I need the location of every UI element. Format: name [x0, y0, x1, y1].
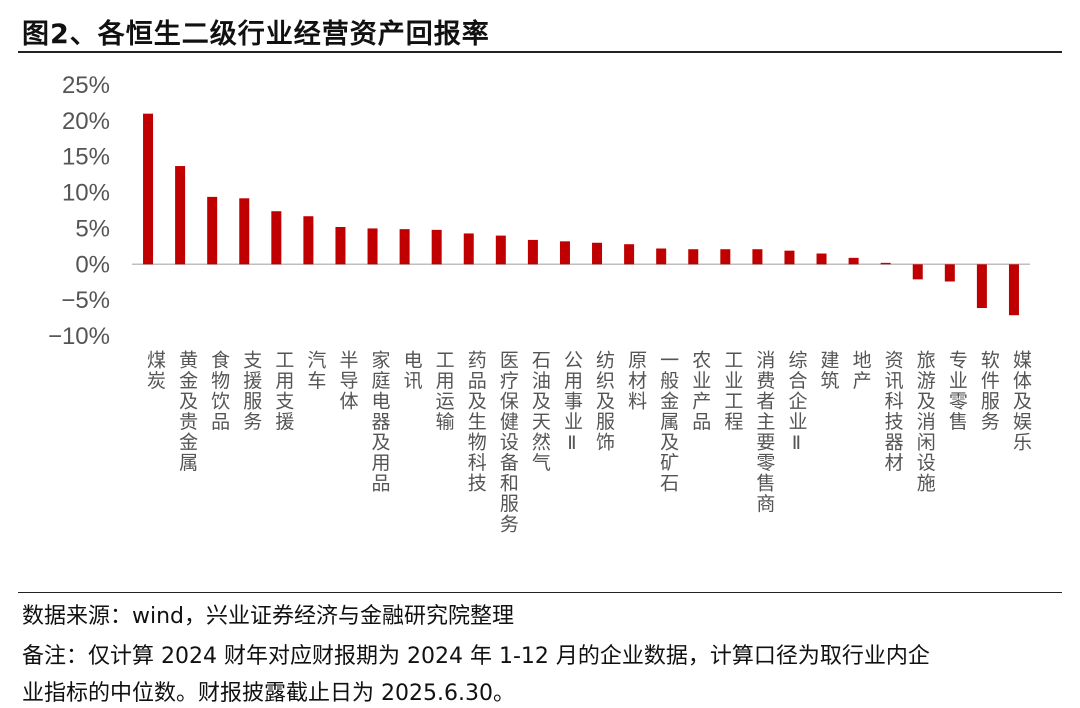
bar — [624, 244, 635, 265]
y-tick-label: 10% — [62, 180, 110, 207]
bar — [816, 253, 827, 265]
y-tick-label: 5% — [75, 215, 110, 242]
category-label: 医疗保健设备和服务 — [497, 350, 519, 535]
category-label: 专业零售 — [946, 350, 968, 432]
category-label: 药品及生物科技 — [465, 350, 487, 494]
y-tick-label: 25% — [62, 72, 110, 99]
category-label: 煤炭 — [144, 350, 166, 391]
title-divider — [18, 51, 1062, 53]
category-label: 食物饮品 — [208, 350, 230, 432]
bar — [271, 211, 282, 265]
category-label: 工用支援 — [272, 350, 294, 432]
bar — [495, 235, 506, 265]
category-label: 建筑 — [818, 350, 840, 391]
category-label: 资讯科技器材 — [882, 350, 904, 473]
bar — [367, 228, 378, 265]
category-label: 石油及天然气 — [529, 350, 551, 473]
bar — [1008, 264, 1019, 316]
category-label: 纺织及服饰 — [593, 350, 615, 453]
category-label: 一般金属及矿石 — [657, 350, 679, 494]
bar — [656, 248, 667, 265]
bar — [944, 264, 955, 282]
bar — [463, 233, 474, 265]
category-label: 汽车 — [304, 350, 326, 391]
category-label: 媒体及娱乐 — [1010, 350, 1032, 453]
category-label: 黄金及贵金属 — [176, 350, 198, 473]
category-label: 综合企业Ⅱ — [785, 350, 807, 456]
remark-note-continued: 业指标的中位数。财报披露截止日为 2025.6.30。 — [22, 681, 515, 706]
category-label: 农业产品 — [689, 350, 711, 432]
category-label: 消费者主要零售商 — [753, 350, 775, 514]
footer-divider — [18, 592, 1062, 593]
bar — [431, 229, 442, 265]
bar — [175, 166, 186, 265]
bar — [239, 198, 250, 265]
bar — [912, 264, 923, 280]
bar — [143, 113, 154, 265]
bar — [399, 229, 410, 265]
y-tick-label: −10% — [48, 323, 110, 350]
remark-note: 备注：仅计算 2024 财年对应财报期为 2024 年 1-12 月的企业数据，… — [22, 644, 930, 669]
bar-chart: 25%20%15%10%5%0%−5%−10%煤炭 黄金及贵金属 食物饮品 支援服务工… — [48, 72, 1032, 535]
bar — [976, 264, 987, 309]
category-label: 支援服务 — [240, 350, 262, 432]
category-label: 家庭电器及用品 — [369, 350, 391, 494]
bar — [880, 262, 891, 265]
category-label: 原材料 — [625, 350, 647, 412]
y-tick-label: 20% — [62, 108, 110, 135]
bar — [303, 216, 314, 265]
bar — [688, 249, 699, 265]
category-label: 公用事业Ⅱ — [561, 350, 583, 456]
bar — [527, 239, 538, 265]
bar — [207, 196, 218, 265]
bar — [592, 242, 603, 265]
bar — [848, 257, 859, 265]
category-label: 电讯 — [401, 350, 423, 391]
bar — [784, 250, 795, 265]
category-label: 地产 — [850, 350, 872, 391]
category-label: 半导体 — [336, 350, 358, 412]
category-label: 工用运输 — [433, 350, 455, 432]
bar — [752, 249, 763, 265]
y-tick-label: 0% — [75, 251, 110, 278]
source-note: 数据来源：wind，兴业证券经济与金融研究院整理 — [22, 604, 515, 629]
y-tick-label: 15% — [62, 144, 110, 171]
bar — [335, 226, 346, 265]
bar — [559, 241, 570, 265]
y-tick-label: −5% — [61, 287, 110, 314]
category-label: 软件服务 — [978, 350, 1000, 432]
bar — [720, 249, 731, 265]
category-label: 旅游及消闲设施 — [914, 350, 936, 494]
category-label: 工业工程 — [721, 350, 743, 432]
chart-title: 图2、各恒生二级行业经营资产回报率 — [22, 19, 490, 50]
